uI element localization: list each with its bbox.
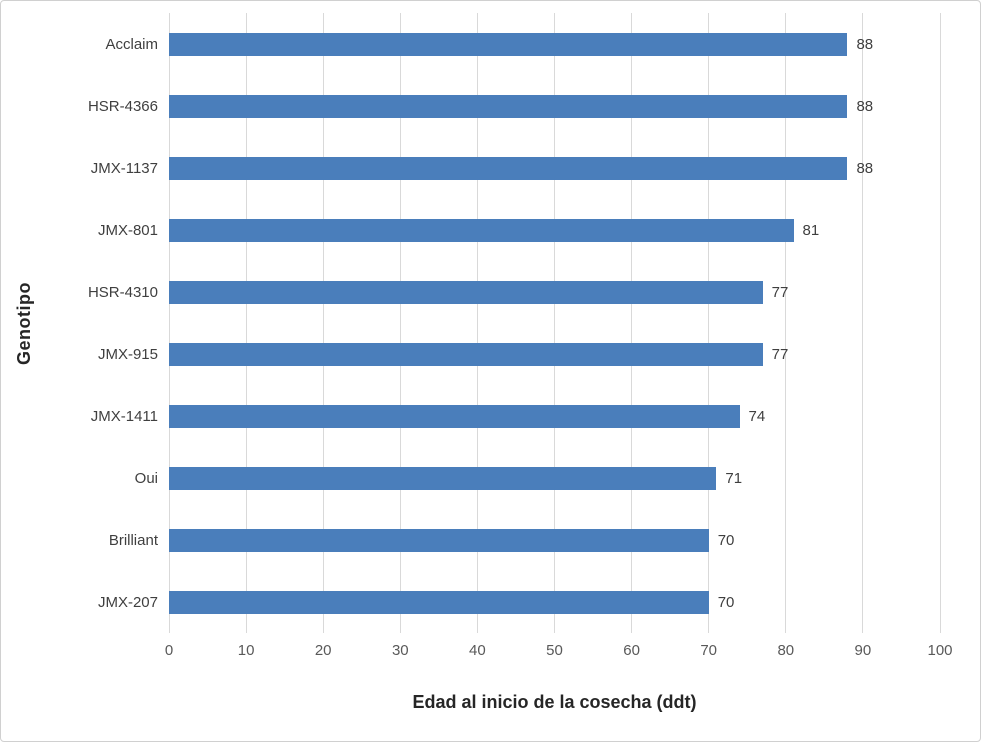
- y-axis-title-cell: Genotipo: [1, 13, 47, 633]
- bar-value-label: 88: [856, 35, 874, 53]
- bar: [169, 218, 794, 242]
- category-label: HSR-4366: [87, 97, 158, 115]
- bar-row: 77: [169, 323, 940, 385]
- bar-row: 74: [169, 385, 940, 447]
- bar: [169, 280, 763, 304]
- gridline: [785, 13, 787, 633]
- bar-row: 70: [169, 571, 940, 633]
- x-axis-title-cell: Edad al inicio de la cosecha (ddt): [169, 669, 940, 735]
- category-label: JMX-1411: [90, 407, 158, 425]
- category-label: Acclaim: [105, 35, 158, 53]
- gridline: [168, 13, 170, 633]
- bar: [169, 342, 763, 366]
- bar-value-label: 88: [856, 97, 874, 115]
- plot-area: 88 88 88 81 77 77 74 71 70 70: [168, 13, 941, 633]
- bar-value-label: 77: [771, 283, 789, 301]
- bar-value-label: 88: [856, 159, 874, 177]
- bar-value-label: 77: [771, 345, 789, 363]
- gridline: [862, 13, 864, 633]
- bar-row: 88: [169, 13, 940, 75]
- bar: [169, 590, 709, 614]
- bar-value-label: 81: [802, 221, 820, 239]
- bar: [169, 466, 717, 490]
- gridline: [631, 13, 633, 633]
- x-axis-tick-label: 60: [623, 642, 640, 659]
- bar-row: 71: [169, 447, 940, 509]
- category-label: JMX-207: [97, 593, 158, 611]
- x-axis-tick-label: 30: [391, 642, 409, 659]
- category-label: Brilliant: [108, 531, 158, 549]
- y-axis-category-labels: Acclaim HSR-4366 JMX-1137 JMX-801 HSR-4310 JM…: [47, 13, 169, 633]
- bar: [169, 528, 709, 552]
- x-axis-tick-label: 80: [777, 642, 795, 659]
- x-axis-tick-label: 10: [237, 642, 255, 659]
- x-axis-tick-labels: 0 10 20 30 40 50 60 70 80 90 100: [165, 633, 953, 669]
- x-axis-tick-label: 20: [314, 642, 332, 659]
- bar-series: 88 88 88 81 77 77 74 71 70 70: [169, 13, 940, 633]
- x-axis-title: Edad al inicio de la cosecha (ddt): [412, 691, 697, 712]
- gridline: [399, 13, 401, 633]
- category-label: JMX-801: [97, 221, 158, 239]
- bar-value-label: 71: [725, 469, 743, 487]
- bar-value-label: 70: [717, 593, 735, 611]
- bar-row: 81: [169, 199, 940, 261]
- category-label: JMX-915: [97, 345, 158, 363]
- bar: [169, 404, 740, 428]
- gridline: [245, 13, 247, 633]
- x-axis-tick-label: 40: [469, 642, 486, 659]
- x-axis-tick-label: 100: [927, 642, 953, 659]
- bar: [169, 94, 848, 118]
- bar: [169, 32, 848, 56]
- gridline: [939, 13, 941, 633]
- category-label: HSR-4310: [87, 283, 158, 301]
- x-axis-tick-label: 50: [546, 642, 563, 659]
- bar: [169, 156, 848, 180]
- gridline: [476, 13, 478, 633]
- x-axis-tick-label: 90: [854, 642, 872, 659]
- y-axis-title: Genotipo: [13, 281, 34, 365]
- gridlines-layer: [168, 13, 941, 633]
- x-axis-tick-label: 0: [164, 642, 174, 659]
- bar-value-label: 74: [748, 407, 766, 425]
- bar-value-label: 70: [717, 531, 735, 549]
- gridline: [554, 13, 555, 633]
- category-label: JMX-1137: [90, 159, 158, 177]
- x-axis-tick-label: 70: [700, 642, 718, 659]
- bar-row: 88: [169, 75, 940, 137]
- bar-row: 88: [169, 137, 940, 199]
- bar-row: 77: [169, 261, 940, 323]
- gridline: [708, 13, 710, 633]
- gridline: [322, 13, 324, 633]
- bar-row: 70: [169, 509, 940, 571]
- category-label: Oui: [134, 469, 158, 487]
